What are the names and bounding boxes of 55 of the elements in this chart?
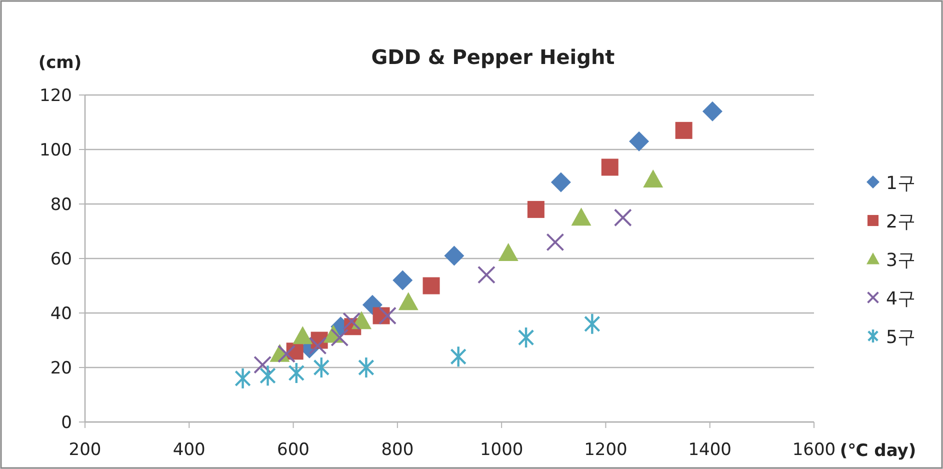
point	[288, 362, 304, 383]
point	[571, 208, 592, 226]
point	[398, 292, 418, 310]
point	[527, 200, 544, 218]
point	[422, 277, 440, 294]
point	[254, 356, 272, 374]
x-tick-label: 1600	[792, 440, 836, 460]
point	[352, 311, 372, 330]
point	[498, 243, 518, 262]
point	[643, 169, 664, 188]
x-tick-label: 1400	[688, 440, 732, 460]
y-tick-label: 120	[40, 86, 72, 106]
point	[601, 158, 618, 176]
point	[358, 358, 374, 378]
y-tick-label: 80	[50, 195, 72, 215]
x-axis-title: (℃ day)	[840, 441, 916, 461]
y-axis-title: (cm)	[38, 53, 82, 73]
x-tick-label: 600	[277, 440, 310, 460]
legend-label: 4구	[886, 288, 916, 310]
x-tick-label: 800	[381, 440, 414, 460]
point	[629, 131, 650, 152]
x-tick-label: 1200	[584, 440, 628, 460]
legend-label: 1구	[886, 173, 916, 194]
x-tick-label: 200	[68, 440, 102, 460]
x-tick-label: 400	[172, 440, 206, 460]
point	[614, 208, 632, 227]
chart-title: GDD & Pepper Height	[371, 45, 616, 69]
point	[444, 246, 464, 266]
point	[314, 358, 330, 378]
legend-label: 3구	[886, 250, 916, 271]
point	[260, 366, 276, 386]
point	[550, 172, 571, 192]
y-tick-label: 100	[40, 140, 72, 160]
point	[330, 328, 349, 347]
legend-label: 5구	[886, 327, 916, 348]
point	[518, 328, 534, 348]
point	[278, 344, 296, 363]
point	[450, 346, 466, 367]
y-tick-label: 0	[61, 413, 72, 433]
x-tick-label: 1000	[480, 440, 524, 460]
y-tick-label: 20	[50, 358, 72, 378]
legend-label: 2구	[886, 212, 916, 232]
point	[292, 326, 313, 344]
point	[702, 101, 722, 122]
point	[546, 233, 564, 252]
point	[308, 336, 327, 355]
point	[675, 122, 692, 139]
point	[378, 306, 397, 325]
point	[392, 270, 413, 290]
point	[342, 312, 361, 330]
point	[477, 266, 496, 284]
y-tick-label: 40	[50, 304, 72, 324]
point	[234, 368, 251, 388]
y-tick-label: 60	[50, 250, 72, 270]
point	[584, 314, 600, 334]
